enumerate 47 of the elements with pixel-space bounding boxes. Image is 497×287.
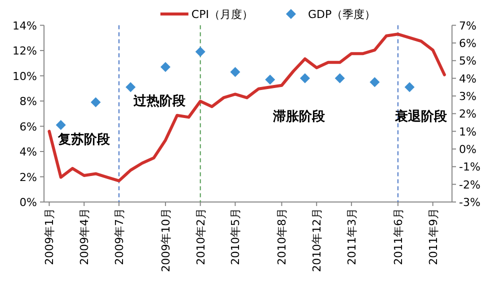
x-tick-label: 2009年1月: [43, 208, 56, 265]
y2-tick-label: 3%: [459, 90, 476, 103]
point: [300, 73, 310, 84]
y2-tick-label: 4%: [459, 72, 476, 86]
point: [370, 77, 380, 88]
x-tick-label: 2011年6月: [392, 208, 405, 265]
y2-tick-label: 0%: [459, 142, 476, 156]
x-tick-label: 2010年5月: [229, 208, 242, 265]
annotation: 过热阶段: [132, 94, 187, 109]
point: [90, 97, 101, 108]
y2-tick-label: -3%: [459, 196, 480, 209]
y-tick-label: 12%: [12, 44, 37, 58]
legend-label: CPI（月度）: [191, 8, 253, 21]
y2-tick-label: -2%: [459, 178, 480, 192]
x-tick-label: 2009年4月: [78, 208, 92, 265]
x-tick-label: 2009年7月: [112, 208, 126, 265]
point: [195, 46, 206, 57]
y2-tick-label: 6%: [459, 36, 476, 50]
y2-tick-label: 1%: [459, 125, 476, 138]
x-tick-label: 2010年8月: [276, 208, 289, 265]
annotation: 衰退阶段: [394, 108, 448, 125]
point: [404, 82, 415, 92]
y-tick-label: 2%: [20, 170, 37, 184]
y2-tick-label: 2%: [459, 108, 476, 121]
y-tick-label: 6%: [20, 120, 37, 134]
annotation: 复苏阶段: [57, 132, 112, 148]
x-tick-label: 2010年2月: [194, 208, 208, 265]
point: [230, 67, 240, 77]
y-tick-label: 0%: [20, 196, 37, 209]
x-tick-label: 2011年9月: [426, 208, 440, 265]
point: [126, 82, 136, 92]
y-tick-label: 4%: [20, 146, 37, 159]
x-tick-label: 2010年12月: [310, 208, 324, 272]
x-tick-label: 2011年3月: [345, 208, 358, 265]
point: [265, 74, 276, 85]
legend-label: GDP（季度）: [308, 8, 376, 21]
y2-tick-label: 7%: [459, 19, 476, 32]
y-tick-label: 8%: [20, 95, 37, 108]
x-tick-label: 2009年10月: [159, 208, 172, 272]
y2-tick-label: -1%: [459, 160, 480, 174]
point: [334, 73, 345, 84]
y-tick-label: 10%: [12, 70, 37, 83]
y2-tick-label: 5%: [459, 54, 476, 68]
point: [160, 62, 170, 72]
annotation: 滞胀阶段: [272, 110, 326, 125]
y-tick-label: 14%: [12, 19, 37, 32]
point: [56, 120, 66, 130]
